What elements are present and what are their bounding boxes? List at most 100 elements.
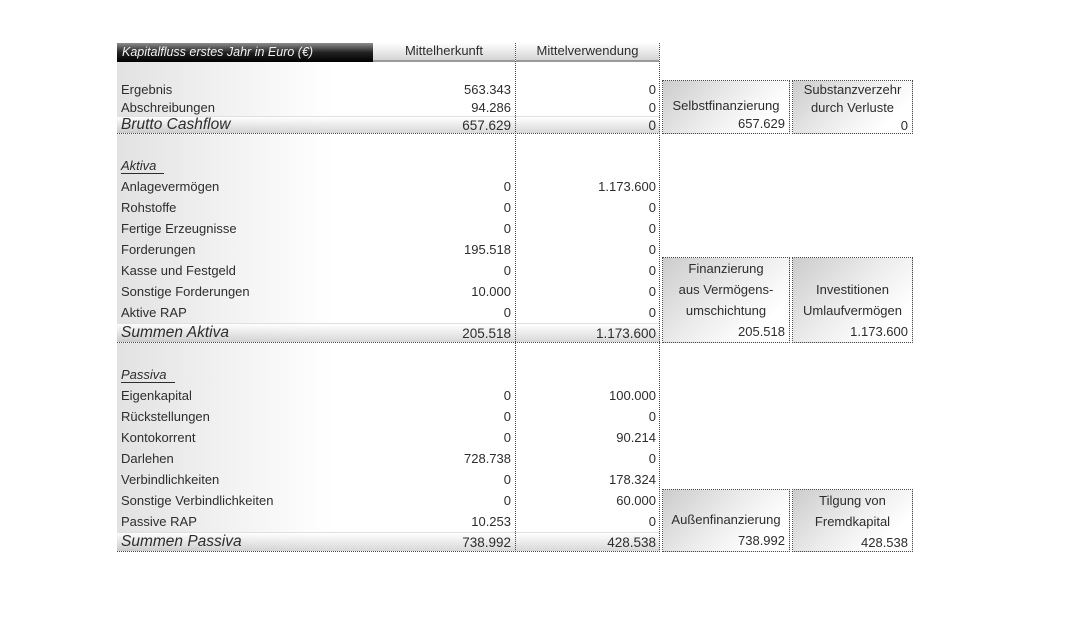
box-value: 738.992 <box>738 533 785 548</box>
box-label-line: Außenfinanzierung <box>671 512 781 527</box>
table-right-border-line <box>659 43 660 552</box>
column-header-mittelverwendung: Mittelverwendung <box>516 43 659 62</box>
row-value-source: 10.253 <box>471 514 511 529</box>
row-value-source: 728.738 <box>464 451 511 466</box>
box-label-line: Umlaufvermögen <box>803 303 902 318</box>
row-value-use: 178.324 <box>609 472 656 487</box>
summary-box-tilgung-fremdkapital: Tilgung von Fremdkapital 428.538 <box>792 489 913 552</box>
table-row: Forderungen 195.518 0 <box>117 239 660 260</box>
section-heading-row: Aktiva <box>117 155 660 176</box>
row-value-use: 60.000 <box>616 493 656 508</box>
total-value-source: 738.992 <box>462 534 511 550</box>
table-row: Passive RAP 10.253 0 <box>117 511 660 532</box>
row-value-use: 1.173.600 <box>598 179 656 194</box>
box-value: 657.629 <box>738 116 785 131</box>
table-row: Fertige Erzeugnisse 0 0 <box>117 218 660 239</box>
box-value: 0 <box>900 118 908 133</box>
box-label-line: aus Vermögens- <box>678 282 774 297</box>
row-value-use: 90.214 <box>616 430 656 445</box>
table-row: Darlehen 728.738 0 <box>117 448 660 469</box>
row-value-use: 0 <box>648 451 656 466</box>
total-value-use: 428.538 <box>607 534 656 550</box>
spacer-row <box>117 62 660 80</box>
row-value-source: 0 <box>503 305 511 320</box>
table-row: Kasse und Festgeld 0 0 <box>117 260 660 281</box>
row-label: Rückstellungen <box>121 409 210 424</box>
summary-box-finanzierung-vermoegensumschichtung: Finanzierung aus Vermögens- umschichtung… <box>662 257 790 343</box>
row-value-source: 0 <box>503 221 511 236</box>
table-row: Anlagevermögen 0 1.173.600 <box>117 176 660 197</box>
row-label: Sonstige Forderungen <box>121 284 250 299</box>
total-value-source: 205.518 <box>462 325 511 341</box>
summary-box-substanzverzehr: Substanzverzehr durch Verluste 0 <box>792 80 913 134</box>
box-label-line: Tilgung von <box>819 493 886 508</box>
total-value-use: 1.173.600 <box>595 325 656 341</box>
row-label: Anlagevermögen <box>121 179 220 194</box>
row-value-use: 0 <box>648 99 656 115</box>
section-cashflow: Ergebnis 563.343 0 Abschreibungen 94.286… <box>117 62 660 134</box>
total-value-source: 657.629 <box>462 117 511 133</box>
table-row: Abschreibungen 94.286 0 <box>117 98 660 116</box>
row-label: Kontokorrent <box>121 430 196 445</box>
row-value-use: 0 <box>648 514 656 529</box>
row-value-source: 0 <box>503 200 511 215</box>
section-heading-row: Passiva <box>117 364 660 385</box>
summary-box-investitionen-umlaufvermoegen: Investitionen Umlaufvermögen 1.173.600 <box>792 257 913 343</box>
table-row: Ergebnis 563.343 0 <box>117 80 660 98</box>
row-label: Abschreibungen <box>121 99 215 115</box>
sheet-title: Kapitalfluss erstes Jahr in Euro (€) <box>117 43 373 62</box>
row-value-use: 0 <box>648 409 656 424</box>
box-label-line: umschichtung <box>685 303 767 318</box>
section-heading: Passiva <box>121 367 175 383</box>
row-value-use: 0 <box>648 81 656 97</box>
row-value-use: 0 <box>648 200 656 215</box>
column-header-mittelherkunft: Mittelherkunft <box>373 43 515 62</box>
row-value-source: 0 <box>503 493 511 508</box>
row-value-source: 10.000 <box>471 284 511 299</box>
section-aktiva: Aktiva Anlagevermögen 0 1.173.600 Rohsto… <box>117 155 660 343</box>
total-row-summen-aktiva: Summen Aktiva 205.518 1.173.600 <box>117 323 660 343</box>
total-row-summen-passiva: Summen Passiva 738.992 428.538 <box>117 532 660 552</box>
row-value-use: 0 <box>648 242 656 257</box>
row-label: Eigenkapital <box>121 388 192 403</box>
total-label: Summen Aktiva <box>121 324 229 341</box>
table-row: Verbindlichkeiten 0 178.324 <box>117 469 660 490</box>
row-label: Sonstige Verbindlichkeiten <box>121 493 274 508</box>
box-label-line: durch Verluste <box>810 100 895 115</box>
row-value-source: 0 <box>503 179 511 194</box>
total-label: Summen Passiva <box>121 533 242 550</box>
box-label-line <box>663 81 789 97</box>
table-row: Sonstige Forderungen 10.000 0 <box>117 281 660 302</box>
box-value: 205.518 <box>738 324 785 339</box>
row-value-source: 0 <box>503 472 511 487</box>
total-row-brutto-cashflow: Brutto Cashflow 657.629 0 <box>117 116 660 134</box>
row-label: Darlehen <box>121 451 174 466</box>
total-label: Brutto Cashflow <box>121 116 231 133</box>
row-value-source: 0 <box>503 430 511 445</box>
table-row: Sonstige Verbindlichkeiten 0 60.000 <box>117 490 660 511</box>
row-value-source: 0 <box>503 263 511 278</box>
row-label: Fertige Erzeugnisse <box>121 221 237 236</box>
row-value-source: 563.343 <box>464 81 511 97</box>
row-value-source: 195.518 <box>464 242 511 257</box>
row-value-source: 0 <box>503 388 511 403</box>
summary-box-aussenfinanzierung: Außenfinanzierung 738.992 <box>662 489 790 552</box>
row-label: Verbindlichkeiten <box>121 472 220 487</box>
total-value-use: 0 <box>648 117 656 133</box>
section-heading: Aktiva <box>121 158 165 174</box>
column-separator-line <box>515 43 516 552</box>
row-value-use: 0 <box>648 263 656 278</box>
box-label-line <box>793 258 912 279</box>
row-value-use: 0 <box>648 221 656 236</box>
row-label: Rohstoffe <box>121 200 177 215</box>
row-value-use: 0 <box>648 305 656 320</box>
box-label-line: Fremdkapital <box>814 514 891 529</box>
row-value-use: 0 <box>648 284 656 299</box>
row-label: Kasse und Festgeld <box>121 263 236 278</box>
box-label-line: Finanzierung <box>688 261 764 276</box>
row-value-source: 94.286 <box>471 99 511 115</box>
box-label-line: Investitionen <box>816 282 889 297</box>
section-passiva: Passiva Eigenkapital 0 100.000 Rückstell… <box>117 364 660 552</box>
row-value-use: 100.000 <box>609 388 656 403</box>
